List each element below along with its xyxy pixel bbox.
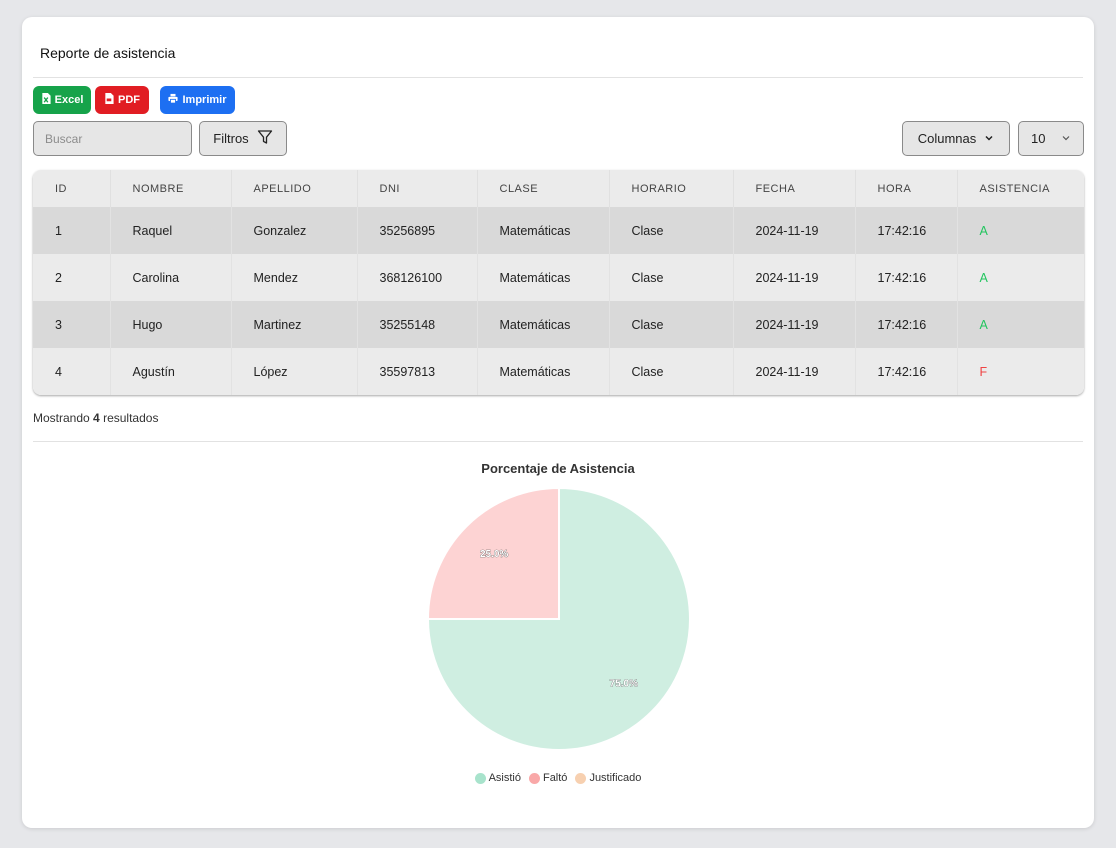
cell-fecha: 2024-11-19 <box>733 348 856 395</box>
column-header-id[interactable]: ID <box>33 170 111 207</box>
table-row: 1 Raquel Gonzalez 35256895 Matemáticas C… <box>33 207 1084 254</box>
export-pdf-label: PDF <box>118 94 140 106</box>
cell-horario: Clase <box>609 207 734 254</box>
cell-nombre: Raquel <box>110 207 232 254</box>
results-prefix: Mostrando <box>33 411 90 425</box>
legend-swatch <box>474 772 486 784</box>
cell-id: 3 <box>33 301 111 348</box>
cell-clase: Matemáticas <box>477 207 610 254</box>
column-header-horario[interactable]: HORARIO <box>609 170 734 207</box>
column-header-asistencia[interactable]: ASISTENCIA <box>979 182 1050 195</box>
chart-legend: Asistió Faltó Justificado <box>22 772 1094 784</box>
pie-slice-label: 75.0% <box>610 678 638 689</box>
pie-slice-0[interactable] <box>426 486 691 751</box>
cell-asistencia: F <box>979 364 988 379</box>
cell-id: 1 <box>33 207 111 254</box>
results-count: Mostrando 4 resultados <box>33 411 158 425</box>
columns-button[interactable]: Columnas <box>902 121 1010 156</box>
cell-id: 4 <box>33 348 111 395</box>
cell-apellido: Gonzalez <box>231 207 358 254</box>
cell-dni: 35255148 <box>357 301 478 348</box>
legend-item[interactable]: Justificado <box>575 772 641 784</box>
columns-label: Columnas <box>917 131 977 146</box>
legend-label: Justificado <box>589 772 642 784</box>
chevron-down-icon <box>1061 131 1071 146</box>
cell-asistencia: A <box>979 270 988 285</box>
table-row: 2 Carolina Mendez 368126100 Matemáticas … <box>33 254 1084 301</box>
cell-horario: Clase <box>609 348 734 395</box>
cell-dni: 368126100 <box>357 254 478 301</box>
pie-slice-1[interactable] <box>426 486 560 620</box>
chevron-down-icon <box>984 131 994 146</box>
cell-nombre: Agustín <box>110 348 232 395</box>
cell-dni: 35256895 <box>357 207 478 254</box>
column-header-fecha[interactable]: FECHA <box>733 170 856 207</box>
table-row: 3 Hugo Martinez 35255148 Matemáticas Cla… <box>33 301 1084 348</box>
page-size-value: 10 <box>1031 131 1046 146</box>
cell-hora: 17:42:16 <box>855 207 958 254</box>
filters-label: Filtros <box>213 131 249 146</box>
legend-swatch <box>528 772 540 784</box>
legend-item[interactable]: Faltó <box>528 772 568 784</box>
cell-nombre: Hugo <box>110 301 232 348</box>
cell-fecha: 2024-11-19 <box>733 254 856 301</box>
column-header-clase[interactable]: CLASE <box>477 170 610 207</box>
cell-apellido: López <box>231 348 358 395</box>
filters-button[interactable]: Filtros <box>199 121 287 156</box>
column-header-dni[interactable]: DNI <box>357 170 478 207</box>
page-size-select[interactable]: 10 <box>1018 121 1084 156</box>
export-excel-button[interactable]: Excel <box>33 86 91 114</box>
cell-clase: Matemáticas <box>477 254 610 301</box>
legend-label: Asistió <box>488 772 521 784</box>
column-header-apellido[interactable]: APELLIDO <box>231 170 358 207</box>
cell-asistencia: A <box>979 317 988 332</box>
search-input[interactable] <box>33 121 192 156</box>
cell-hora: 17:42:16 <box>855 348 958 395</box>
chart-title: Porcentaje de Asistencia <box>481 461 635 476</box>
legend-swatch <box>575 772 587 784</box>
cell-nombre: Carolina <box>110 254 232 301</box>
file-excel-icon <box>41 93 51 107</box>
cell-hora: 17:42:16 <box>855 254 958 301</box>
results-suffix: resultados <box>103 411 159 425</box>
cell-horario: Clase <box>609 301 734 348</box>
cell-clase: Matemáticas <box>477 348 610 395</box>
cell-asistencia: A <box>979 223 988 238</box>
attendance-table: ID NOMBRE APELLIDO DNI CLASE HORARIO FEC… <box>33 170 1084 395</box>
export-excel-label: Excel <box>54 94 84 106</box>
results-number: 4 <box>93 411 100 425</box>
column-header-hora[interactable]: HORA <box>855 170 958 207</box>
cell-fecha: 2024-11-19 <box>733 301 856 348</box>
export-pdf-button[interactable]: PDF <box>95 86 149 114</box>
table-row: 4 Agustín López 35597813 Matemáticas Cla… <box>33 348 1084 395</box>
file-pdf-icon <box>104 93 114 107</box>
filter-icon <box>257 129 273 148</box>
printer-icon <box>168 93 179 107</box>
cell-fecha: 2024-11-19 <box>733 207 856 254</box>
cell-apellido: Martinez <box>231 301 358 348</box>
divider <box>33 441 1083 442</box>
legend-label: Faltó <box>542 772 568 784</box>
cell-dni: 35597813 <box>357 348 478 395</box>
table-header-row: ID NOMBRE APELLIDO DNI CLASE HORARIO FEC… <box>33 170 1084 207</box>
cell-clase: Matemáticas <box>477 301 610 348</box>
cell-apellido: Mendez <box>231 254 358 301</box>
page-title: Reporte de asistencia <box>40 45 176 61</box>
report-card: Reporte de asistencia Excel PDF Imprimir… <box>22 17 1094 828</box>
print-label: Imprimir <box>182 94 227 106</box>
pie-slice-label: 25.0% <box>480 549 508 560</box>
legend-item[interactable]: Asistió <box>474 772 521 784</box>
cell-hora: 17:42:16 <box>855 301 958 348</box>
attendance-pie-chart: 75.0% 25.0% <box>426 486 691 751</box>
cell-id: 2 <box>33 254 111 301</box>
divider <box>33 77 1083 78</box>
print-button[interactable]: Imprimir <box>160 86 235 114</box>
cell-horario: Clase <box>609 254 734 301</box>
column-header-nombre[interactable]: NOMBRE <box>110 170 232 207</box>
